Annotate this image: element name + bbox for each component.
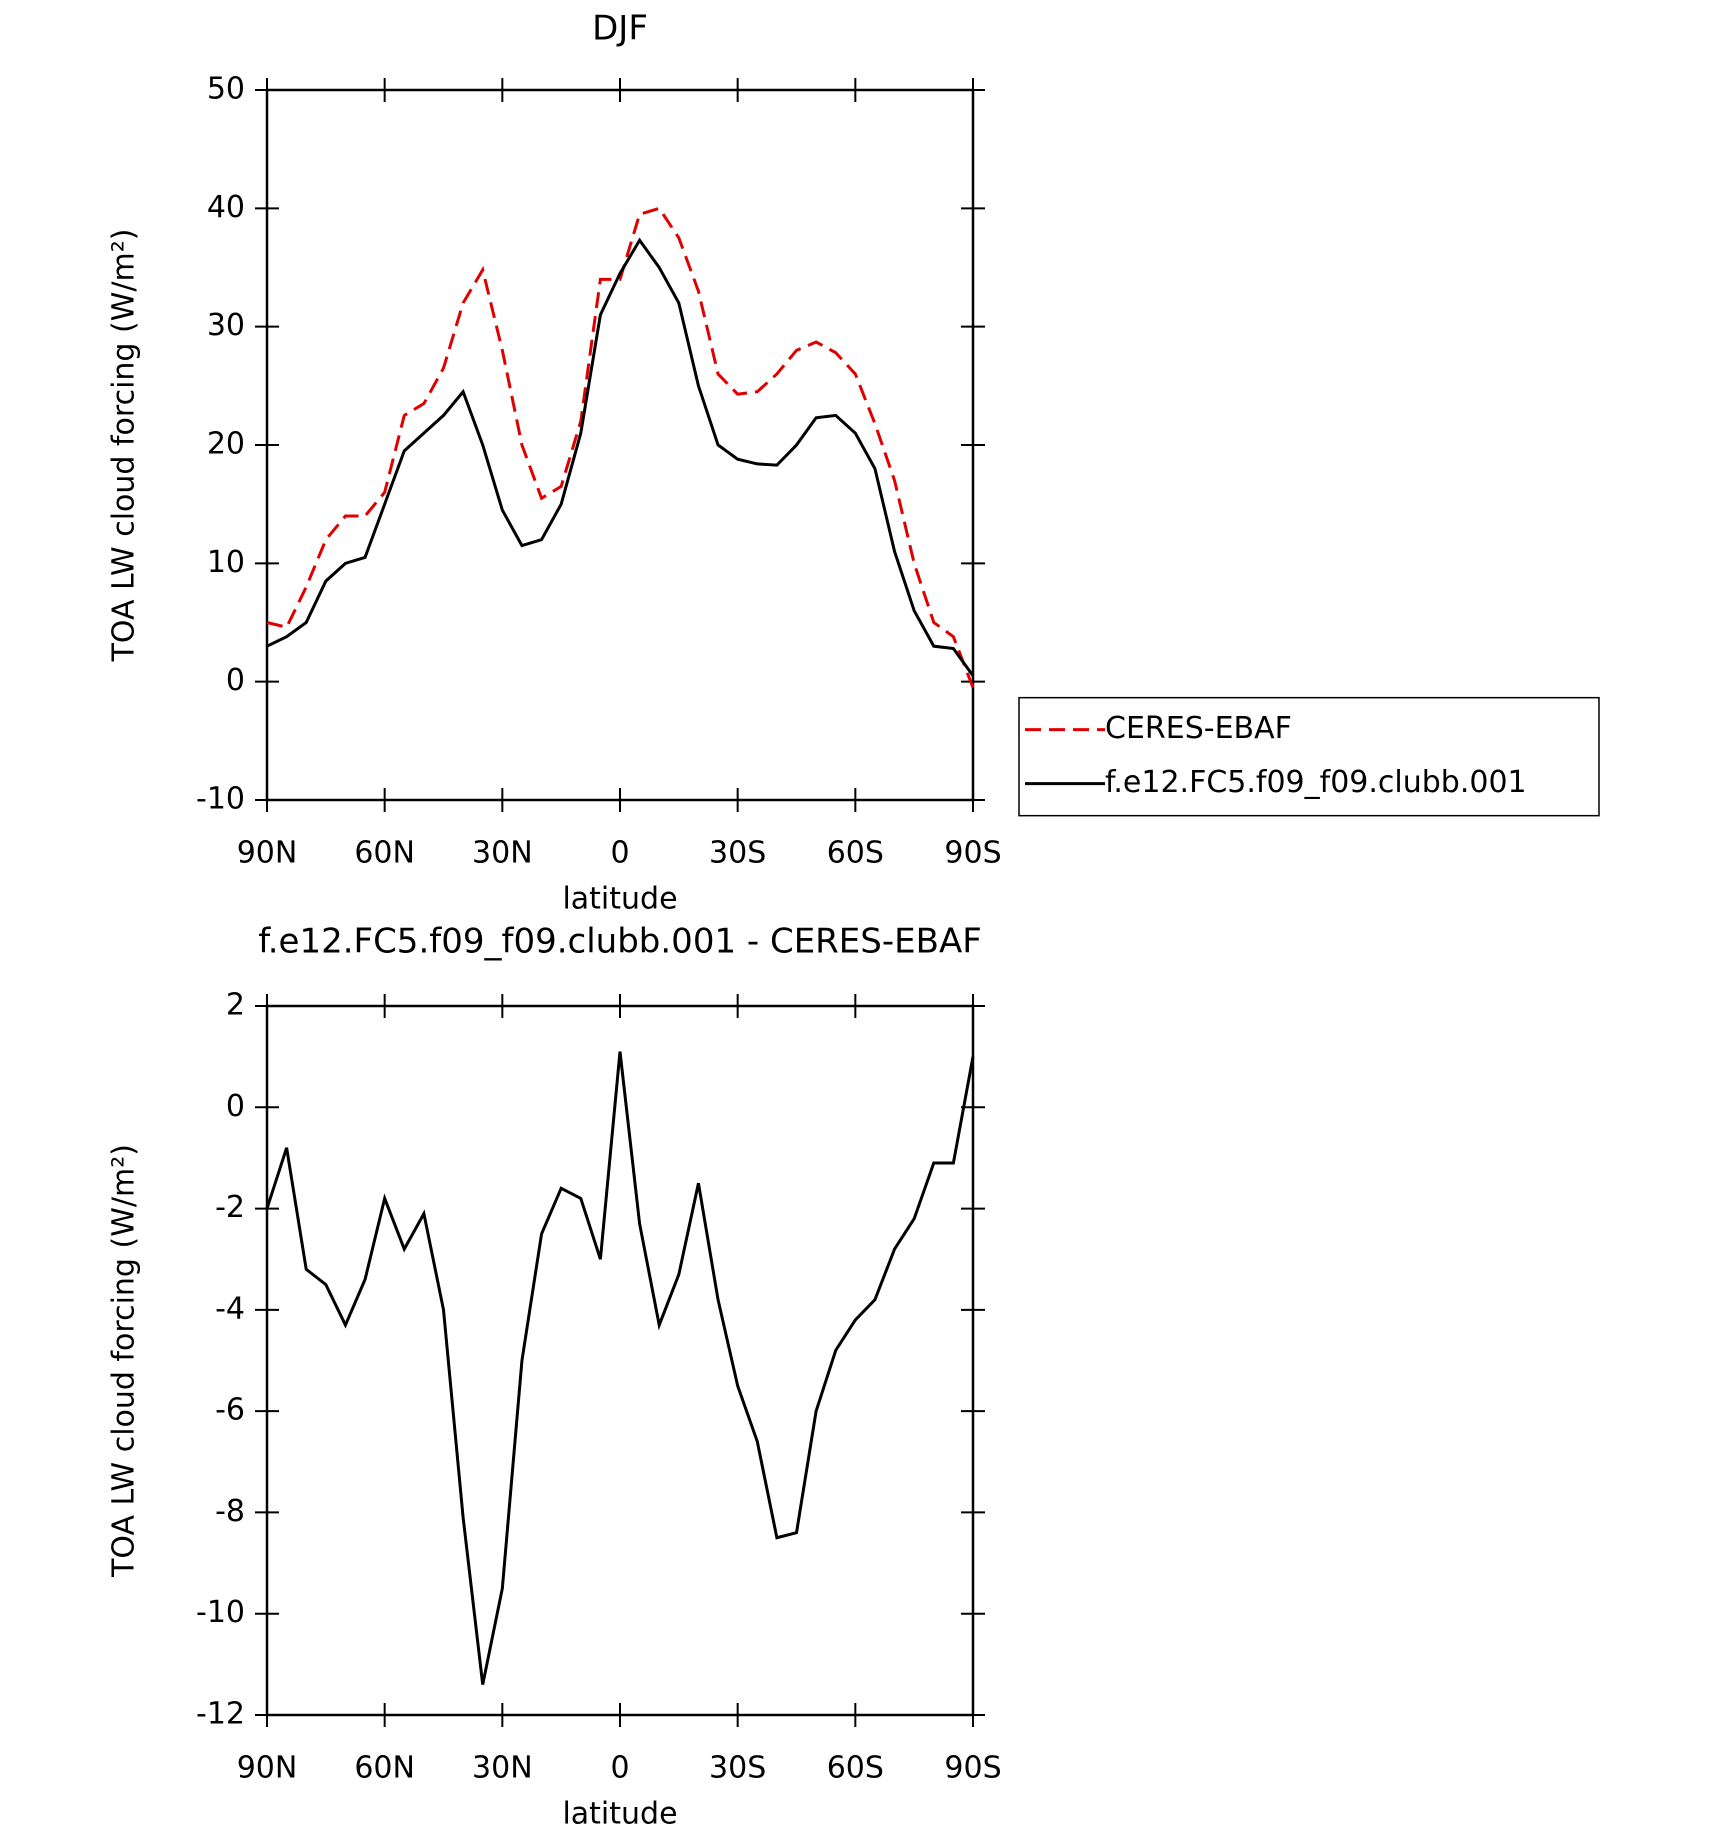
x-tick-label: 60N bbox=[354, 836, 415, 871]
x-tick-label: 30N bbox=[472, 836, 533, 871]
y-tick-label: 30 bbox=[207, 308, 245, 343]
x-tick-label: 60S bbox=[827, 1751, 884, 1786]
legend-label: f.e12.FC5.f09_f09.clubb.001 bbox=[1105, 765, 1527, 800]
y-tick-label: 40 bbox=[207, 190, 245, 225]
y-tick-label: 20 bbox=[207, 427, 245, 462]
y-axis-label: TOA LW cloud forcing (W/m²) bbox=[107, 229, 142, 663]
x-tick-label: 0 bbox=[610, 1751, 629, 1786]
x-tick-label: 90S bbox=[944, 836, 1001, 871]
chart-title: DJF bbox=[592, 9, 648, 49]
plot-frame bbox=[265, 1004, 975, 1717]
x-tick-label: 30S bbox=[709, 1751, 766, 1786]
x-axis-label: latitude bbox=[562, 1797, 677, 1832]
y-tick-label: 0 bbox=[226, 1089, 245, 1124]
x-tick-label: 0 bbox=[610, 836, 629, 871]
y-tick-label: 50 bbox=[207, 72, 245, 107]
data-line bbox=[266, 206, 975, 689]
data-line bbox=[266, 237, 975, 677]
y-axis-label: TOA LW cloud forcing (W/m²) bbox=[107, 1144, 142, 1578]
y-tick-label: 2 bbox=[226, 988, 245, 1023]
y-tick-label: -4 bbox=[215, 1291, 245, 1326]
legend-box bbox=[1018, 696, 1600, 817]
x-tick-label: 60S bbox=[827, 836, 884, 871]
y-tick-label: -2 bbox=[215, 1190, 245, 1225]
chart-title: f.e12.FC5.f09_f09.clubb.001 - CERES-EBAF bbox=[258, 922, 982, 962]
data-line bbox=[265, 1051, 975, 1685]
x-tick-label: 30S bbox=[709, 836, 766, 871]
y-tick-label: -10 bbox=[196, 1595, 245, 1630]
x-tick-label: 90N bbox=[237, 836, 298, 871]
plot-frame bbox=[265, 88, 975, 802]
x-tick-label: 60N bbox=[354, 1751, 415, 1786]
y-tick-label: -8 bbox=[215, 1494, 245, 1529]
y-tick-label: -6 bbox=[215, 1393, 245, 1428]
x-tick-label: 90N bbox=[237, 1751, 298, 1786]
y-tick-label: -10 bbox=[196, 782, 245, 817]
legend-label: CERES-EBAF bbox=[1105, 711, 1292, 746]
x-tick-label: 90S bbox=[944, 1751, 1001, 1786]
x-axis-label: latitude bbox=[562, 882, 677, 917]
y-tick-label: -12 bbox=[196, 1697, 245, 1732]
y-tick-label: 10 bbox=[207, 545, 245, 580]
x-tick-label: 30N bbox=[472, 1751, 533, 1786]
y-tick-label: 0 bbox=[226, 663, 245, 698]
